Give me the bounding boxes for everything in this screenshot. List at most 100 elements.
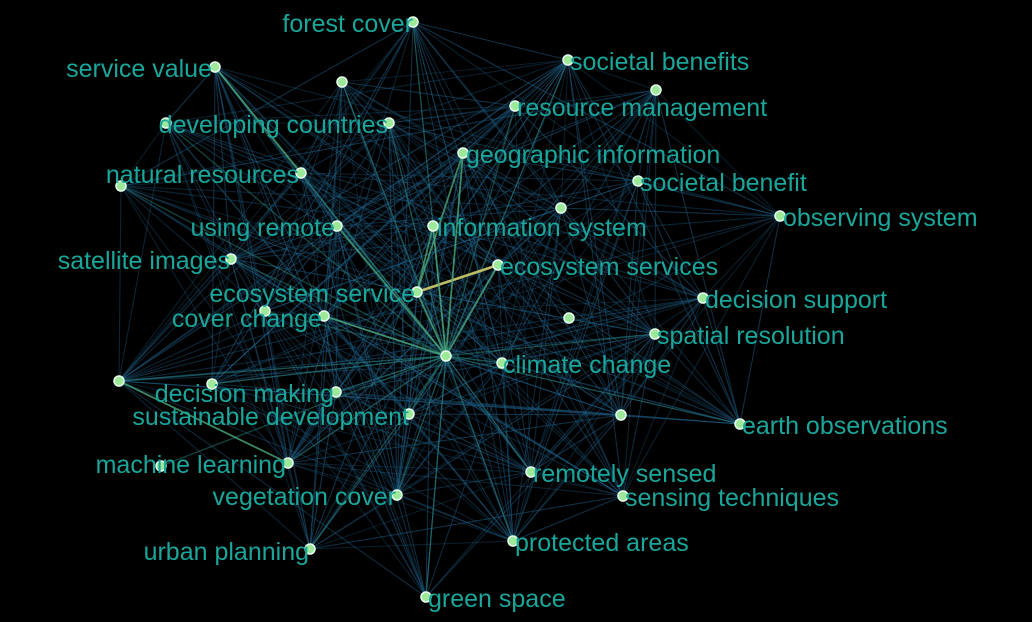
edge [230, 21, 414, 260]
edge [388, 122, 447, 357]
edge [530, 180, 639, 473]
edge [165, 105, 516, 124]
edge [211, 122, 390, 385]
edge [336, 207, 562, 227]
edge [118, 172, 302, 382]
edge [287, 462, 624, 497]
node-protected-areas [507, 535, 519, 547]
edge [512, 471, 532, 542]
edge [118, 122, 167, 382]
node-label-remotely-sensed: remotely sensed [533, 460, 716, 488]
edge [388, 105, 516, 124]
edge [445, 297, 704, 357]
edge [309, 355, 447, 550]
edge [120, 172, 302, 187]
edge [211, 383, 514, 542]
edge [445, 355, 503, 364]
edge [214, 66, 338, 227]
edge [309, 540, 514, 550]
node-n8 [113, 375, 125, 387]
edge [560, 59, 569, 209]
edge [530, 471, 624, 497]
edge [620, 333, 656, 416]
edge [120, 185, 562, 209]
edge-highlight [416, 263, 499, 294]
edge [230, 225, 434, 260]
node-label-resource-management: resource management [517, 94, 767, 122]
edge [567, 59, 622, 416]
edge [165, 122, 232, 260]
edge [120, 89, 657, 187]
edge [335, 225, 338, 393]
edge [120, 185, 325, 317]
edge [512, 333, 656, 542]
edge [501, 59, 569, 364]
edge [287, 81, 343, 464]
node-label-cover-change: cover change [172, 305, 322, 333]
edge [341, 81, 562, 209]
edge [335, 297, 704, 393]
edge [118, 380, 624, 497]
edge [501, 362, 741, 425]
node-label-developing-countries: developing countries [159, 111, 388, 139]
edge [214, 66, 514, 542]
edge-strong [445, 264, 499, 357]
edge [396, 291, 418, 496]
edge [118, 380, 427, 598]
edge [287, 462, 514, 542]
edge [432, 59, 569, 227]
edge [388, 122, 532, 473]
edge [335, 391, 741, 425]
node-observing-system [774, 210, 786, 222]
edge [165, 122, 499, 266]
edge [118, 310, 266, 382]
edge [462, 152, 514, 542]
node-label-natural-resources: natural resources [106, 161, 299, 189]
edge [560, 207, 656, 335]
node-sensing-techniques [617, 490, 629, 502]
edge [287, 122, 390, 464]
edge [341, 81, 503, 364]
edge [120, 185, 427, 598]
edge [165, 122, 266, 312]
edge [396, 21, 414, 496]
edge [497, 180, 639, 266]
edge [620, 180, 639, 416]
node-label-sustainable-development: sustainable development [132, 403, 409, 431]
edge [408, 215, 781, 415]
edge [567, 59, 657, 91]
edge [230, 258, 311, 550]
edge [512, 495, 624, 542]
edge [118, 380, 622, 416]
edge [309, 297, 704, 550]
edge [396, 264, 499, 496]
edge [335, 391, 427, 598]
edge [622, 297, 704, 497]
node-natural-resources [295, 167, 307, 179]
edge [445, 355, 532, 473]
edge [287, 355, 447, 464]
edge [412, 21, 569, 61]
edge [622, 333, 656, 497]
edge [462, 152, 622, 416]
node-label-satellite-images: satellite images [58, 247, 230, 275]
edge [335, 291, 418, 393]
node-spatial-resolution [649, 328, 661, 340]
edge [211, 152, 464, 385]
node-label-urban-planning: urban planning [144, 538, 309, 566]
edge [211, 383, 289, 464]
edge [165, 122, 447, 357]
edge [739, 215, 781, 425]
edge [512, 89, 657, 542]
node-green-space [420, 591, 432, 603]
edge [425, 355, 447, 598]
edge-strong [432, 225, 447, 357]
node-n1 [336, 76, 348, 88]
edge [445, 355, 514, 542]
edge [264, 310, 325, 317]
edge [445, 355, 514, 542]
node-forest-cover [407, 16, 419, 28]
edge [408, 413, 532, 473]
edge [230, 258, 447, 357]
